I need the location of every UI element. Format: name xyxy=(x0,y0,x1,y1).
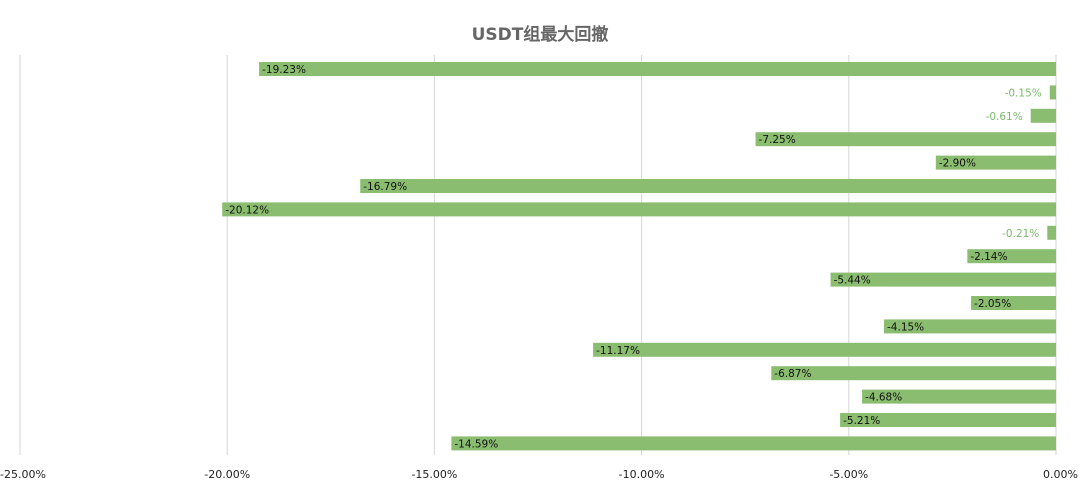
bar-data-label: -20.12% xyxy=(225,204,269,216)
bar-data-label: -11.17% xyxy=(596,345,640,357)
bar-data-label: -0.15% xyxy=(1005,87,1042,99)
x-tick-label: -20.00% xyxy=(204,468,250,481)
bar-data-label: -6.87% xyxy=(774,368,811,380)
x-axis-ticks: -25.00% -20.00% -15.00% -10.00% -5.00% 0.00% xyxy=(0,468,1078,481)
x-tick-label: -15.00% xyxy=(411,468,457,481)
bar-data-label: -4.68% xyxy=(865,392,902,404)
bar-data-label: -19.23% xyxy=(262,64,306,76)
x-tick-label: -5.00% xyxy=(829,468,868,481)
bar xyxy=(1047,225,1056,240)
bar-data-label: -16.79% xyxy=(363,181,407,193)
chart-title: USDT组最大回撤 xyxy=(471,25,609,45)
bar-data-label: -5.21% xyxy=(843,415,880,427)
bar xyxy=(593,342,1056,357)
bar xyxy=(840,413,1056,427)
bar xyxy=(967,249,1056,264)
bar xyxy=(1030,108,1056,123)
bar-data-label: -0.21% xyxy=(1002,228,1039,240)
bar xyxy=(884,319,1056,334)
bar xyxy=(360,179,1056,193)
bar xyxy=(862,389,1056,404)
bar xyxy=(755,132,1056,147)
bar xyxy=(830,272,1056,287)
bar xyxy=(935,155,1056,170)
bar xyxy=(222,202,1057,217)
bar xyxy=(1049,85,1056,100)
bar-data-label: -7.25% xyxy=(759,134,796,146)
bar-data-label: -5.44% xyxy=(834,275,871,287)
grid-layer xyxy=(19,55,1057,455)
bar-data-label: -4.15% xyxy=(887,321,924,333)
bar xyxy=(451,436,1057,451)
data-labels-layer: -19.23% -0.15% -0.61% -7.25% -2.90% -16.79% -2… xyxy=(225,64,1042,450)
x-tick-label: 0.00% xyxy=(1043,468,1078,481)
bar-data-label: -2.90% xyxy=(939,158,976,170)
x-tick-label: -25.00% xyxy=(0,468,46,481)
bar xyxy=(971,296,1056,310)
bar xyxy=(771,366,1056,381)
bars-layer xyxy=(222,62,1057,451)
bar-data-label: -2.14% xyxy=(970,251,1007,263)
bar-data-label: -0.61% xyxy=(986,111,1023,123)
bar xyxy=(259,62,1057,76)
bar-data-label: -2.05% xyxy=(974,298,1011,310)
bar-data-label: -14.59% xyxy=(454,438,498,450)
x-tick-label: -10.00% xyxy=(619,468,665,481)
